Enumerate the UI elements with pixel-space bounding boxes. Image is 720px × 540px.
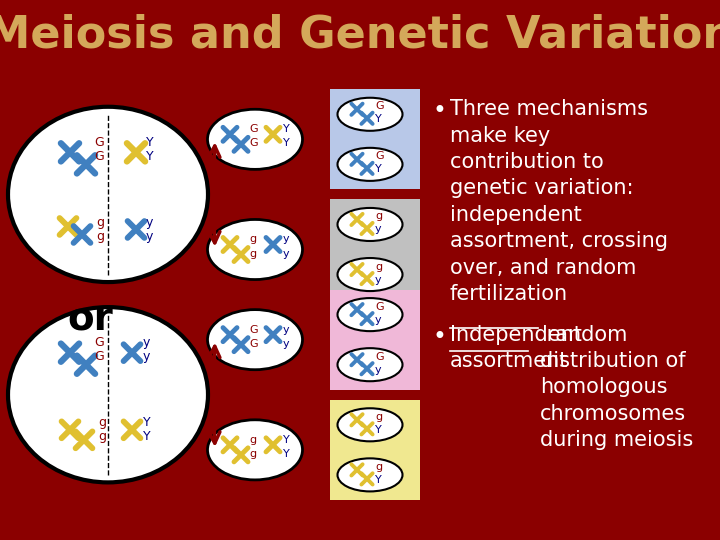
Text: Y: Y <box>283 449 289 459</box>
FancyBboxPatch shape <box>330 400 420 500</box>
Text: G: G <box>249 124 258 134</box>
Text: Y: Y <box>146 150 153 163</box>
Text: y: y <box>375 274 382 285</box>
Text: Y: Y <box>283 138 289 149</box>
Text: Y: Y <box>375 164 382 174</box>
Text: Y: Y <box>375 114 382 124</box>
Text: Y: Y <box>143 416 150 429</box>
Ellipse shape <box>207 109 302 170</box>
Text: g: g <box>375 412 382 422</box>
Text: g: g <box>375 261 382 272</box>
Text: g: g <box>249 435 256 445</box>
Ellipse shape <box>338 408 402 441</box>
Text: •: • <box>432 99 446 123</box>
Text: y: y <box>146 216 153 229</box>
Text: Y: Y <box>375 425 382 435</box>
Text: G: G <box>375 352 384 362</box>
Ellipse shape <box>207 309 302 370</box>
Text: •: • <box>432 325 446 349</box>
Text: y: y <box>143 350 150 363</box>
Text: g: g <box>96 230 104 243</box>
Text: or: or <box>67 301 113 339</box>
Ellipse shape <box>207 219 302 280</box>
Text: g: g <box>249 234 256 245</box>
Ellipse shape <box>338 348 402 381</box>
Text: g: g <box>375 212 382 221</box>
FancyBboxPatch shape <box>330 289 420 390</box>
Text: G: G <box>94 350 104 363</box>
Text: y: y <box>375 315 382 325</box>
Text: Y: Y <box>283 435 289 445</box>
Text: Meiosis and Genetic Variation: Meiosis and Genetic Variation <box>0 14 720 57</box>
Text: y: y <box>283 248 289 259</box>
Text: g: g <box>98 416 106 429</box>
Text: G: G <box>94 136 104 149</box>
Ellipse shape <box>338 258 402 291</box>
Text: Y: Y <box>143 430 150 443</box>
Text: G: G <box>94 150 104 163</box>
Text: G: G <box>375 151 384 161</box>
Text: random
distribution of
homologous
chromosomes
during meiosis: random distribution of homologous chromo… <box>540 325 693 450</box>
Text: Y: Y <box>283 124 289 134</box>
Text: G: G <box>249 325 258 335</box>
Text: y: y <box>283 339 289 349</box>
Text: Independent
assortment: Independent assortment <box>450 325 582 371</box>
FancyBboxPatch shape <box>330 199 420 300</box>
Text: g: g <box>96 216 104 229</box>
Text: y: y <box>146 230 153 243</box>
Text: g: g <box>249 449 256 459</box>
Ellipse shape <box>338 458 402 491</box>
Text: y: y <box>283 325 289 335</box>
Text: G: G <box>375 302 384 312</box>
Text: g: g <box>98 430 106 443</box>
Ellipse shape <box>338 148 402 181</box>
Text: Y: Y <box>146 136 153 149</box>
Text: y: y <box>375 364 382 375</box>
Ellipse shape <box>338 208 402 241</box>
Text: G: G <box>249 138 258 149</box>
Text: G: G <box>94 336 104 349</box>
Text: G: G <box>375 102 384 111</box>
Ellipse shape <box>338 98 402 131</box>
Ellipse shape <box>338 298 402 331</box>
Ellipse shape <box>8 307 208 482</box>
Ellipse shape <box>207 420 302 480</box>
Ellipse shape <box>8 107 208 282</box>
Text: Y: Y <box>375 475 382 485</box>
Text: g: g <box>249 248 256 259</box>
Text: Three mechanisms
make key
contribution to
genetic variation:
independent
assortm: Three mechanisms make key contribution t… <box>450 99 668 304</box>
Text: G: G <box>249 339 258 349</box>
Text: y: y <box>375 225 382 234</box>
Text: y: y <box>143 336 150 349</box>
FancyBboxPatch shape <box>330 89 420 190</box>
Text: y: y <box>283 234 289 245</box>
Text: g: g <box>375 462 382 472</box>
